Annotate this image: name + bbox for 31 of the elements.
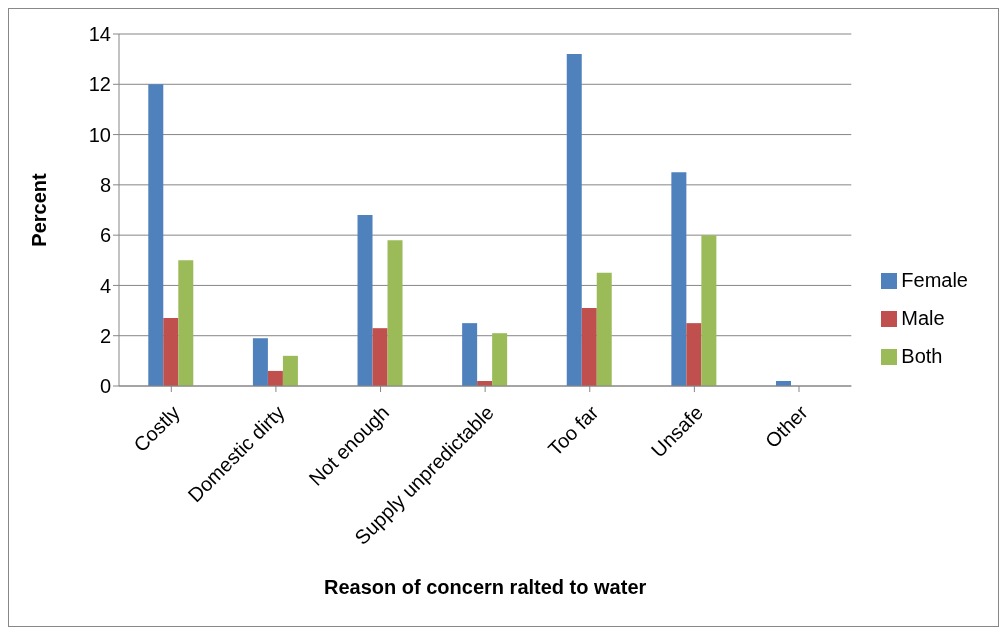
y-tick-label: 6 xyxy=(99,224,111,247)
bar xyxy=(671,172,687,386)
bar xyxy=(581,308,597,386)
bar xyxy=(462,323,478,386)
bar xyxy=(178,260,194,386)
y-tick-label: 4 xyxy=(99,274,111,297)
legend-label: Female xyxy=(901,268,968,291)
legend-label: Male xyxy=(901,306,945,329)
bar xyxy=(163,318,179,386)
bar xyxy=(566,54,582,386)
y-tick-label: 2 xyxy=(99,324,111,347)
x-axis-title: Reason of concern ralted to water xyxy=(324,576,647,598)
bar xyxy=(282,355,298,386)
bar xyxy=(357,215,373,386)
legend-label: Both xyxy=(901,344,943,367)
bar xyxy=(372,328,388,386)
bar xyxy=(492,333,508,386)
bar xyxy=(387,240,403,386)
bar xyxy=(686,323,702,386)
x-tick-label: Too far xyxy=(543,400,603,460)
bar xyxy=(596,272,612,386)
y-tick-label: 0 xyxy=(99,375,111,398)
bar xyxy=(252,338,268,386)
y-tick-label: 8 xyxy=(99,173,111,196)
y-tick-label: 12 xyxy=(88,73,111,96)
bar xyxy=(148,84,164,386)
y-tick-label: 14 xyxy=(88,23,111,46)
bar xyxy=(267,370,283,386)
y-axis-title: Percent xyxy=(28,172,51,247)
y-tick-label: 10 xyxy=(88,123,111,146)
bar xyxy=(701,235,717,386)
